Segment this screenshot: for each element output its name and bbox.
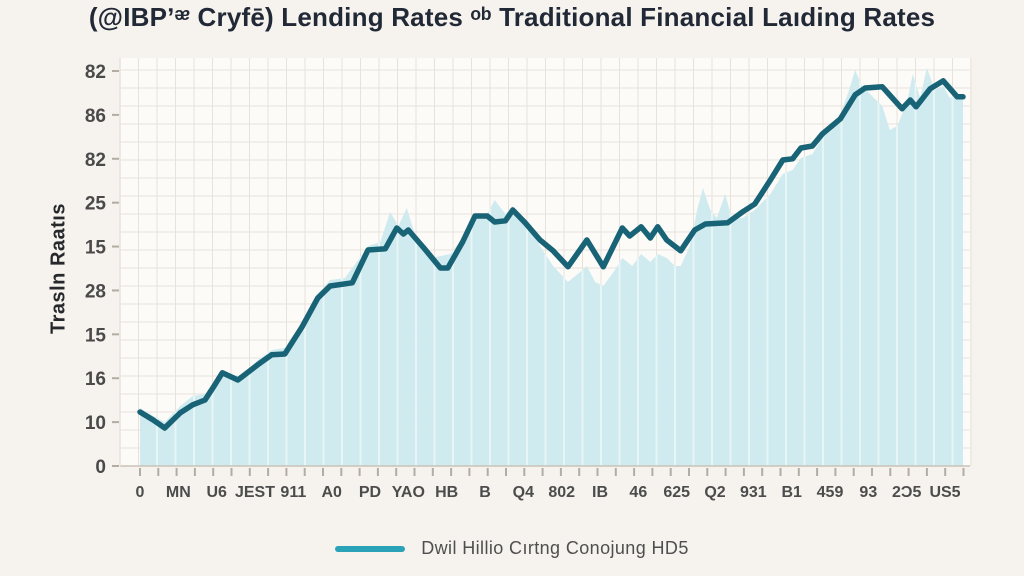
x-tick-label: US5 [929,484,960,501]
chart-title: (@IBPʼᵆ Cryfē) Lending Rates ᵒᵇ Traditio… [88,2,936,32]
x-tick-label: 802 [548,484,575,501]
x-tick-label: 625 [663,484,690,501]
line-series [137,78,966,431]
y-tick-label: 82 [85,150,106,171]
x-tick-label: Q2 [704,484,725,501]
x-tick-label: MN [166,484,191,501]
y-tick-label: 0 [95,457,106,478]
y-tick-label: 25 [85,194,107,215]
x-tick-label: A0 [321,484,342,501]
y-tick-label: 86 [85,106,106,127]
x-tick-label: 459 [817,484,844,501]
x-tick-label: IB [592,484,608,501]
x-tick-label: Q4 [513,484,534,501]
y-tick-label: 82 [85,62,106,83]
y-tick-label: 10 [85,413,106,434]
x-tick-label: 0 [136,484,145,501]
x-tick-label: 911 [280,484,306,501]
x-tick-label: B [479,484,491,501]
x-tick-label: 93 [859,484,877,501]
legend: Dwil Hillio Cırtng Conojung HD5 [0,538,1024,559]
x-tick-label: U6 [206,484,227,501]
x-tick-label: 46 [629,484,647,501]
x-tick-label: 2Ɔ5 [892,484,921,501]
x-tick-label: B1 [781,484,802,501]
legend-label: Dwil Hillio Cırtng Conojung HD5 [421,538,689,558]
x-tick-label: YAO [392,484,425,501]
x-tick-label: PD [359,484,381,501]
y-tick-label: 15 [85,238,107,259]
legend-line-swatch [335,545,406,552]
y-tick-label: 28 [85,281,106,302]
x-tick-label: 931 [740,484,767,501]
x-tick-label: HB [435,484,458,501]
y-tick-label: 15 [85,325,107,346]
area-series-fill [140,68,963,466]
y-tick-label: 16 [85,369,106,390]
x-tick-label: JEST [235,484,275,501]
